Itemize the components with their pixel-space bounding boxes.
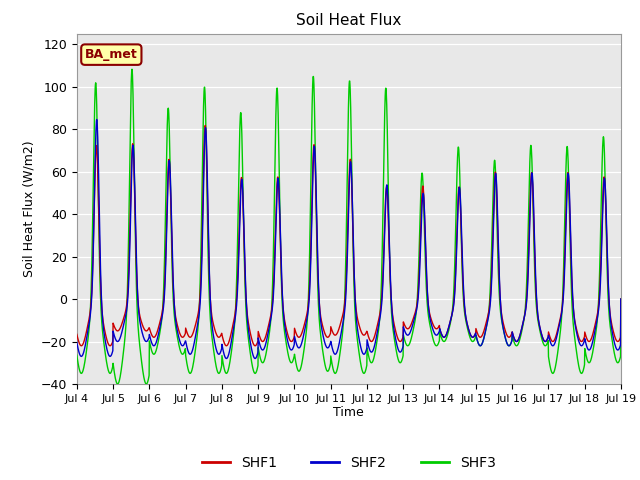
Legend: SHF1, SHF2, SHF3: SHF1, SHF2, SHF3 [196,450,501,475]
X-axis label: Time: Time [333,407,364,420]
Y-axis label: Soil Heat Flux (W/m2): Soil Heat Flux (W/m2) [22,141,35,277]
Text: BA_met: BA_met [85,48,138,61]
Title: Soil Heat Flux: Soil Heat Flux [296,13,401,28]
